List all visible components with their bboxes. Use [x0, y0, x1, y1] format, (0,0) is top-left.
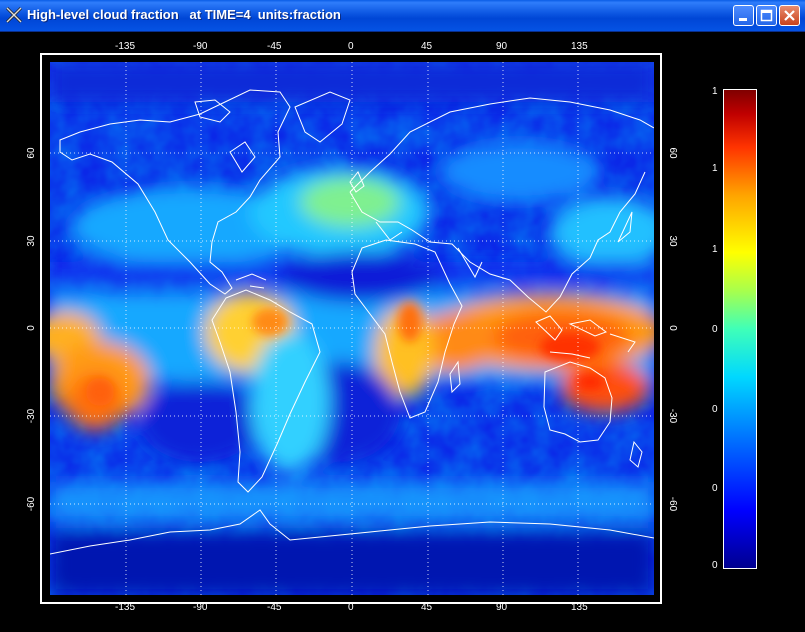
window-title: High-level cloud fraction at TIME=4 unit… [27, 7, 341, 22]
maximize-icon [760, 9, 773, 22]
grid-lines [50, 62, 654, 595]
colorbar-label: 0 [712, 404, 718, 415]
lat-tick-left: -30 [26, 408, 37, 424]
lat-tick-left: 60 [26, 147, 37, 159]
coastlines [50, 89, 654, 555]
cloud-fraction-map [50, 62, 654, 595]
minimize-icon [739, 18, 747, 21]
lon-tick-bottom: -135 [115, 602, 136, 613]
lon-tick-top: -135 [115, 41, 136, 52]
lat-tick-right: 0 [667, 325, 678, 331]
lon-tick-bottom: 0 [348, 602, 354, 613]
lon-tick-top: 90 [496, 41, 508, 52]
colorbar-label: 0 [712, 483, 718, 494]
lat-tick-left: 0 [26, 325, 37, 331]
colorbar-label: 1 [712, 244, 718, 255]
colorbar-label: 1 [712, 163, 718, 174]
lon-tick-top: -45 [267, 41, 282, 52]
lon-tick-top: 45 [421, 41, 433, 52]
lon-tick-top: 0 [348, 41, 354, 52]
close-icon [784, 10, 795, 21]
lon-tick-bottom: 45 [421, 602, 433, 613]
colorbar-label: 0 [712, 324, 718, 335]
colorbar-label: 1 [712, 86, 718, 97]
close-button[interactable] [779, 5, 800, 26]
lon-tick-bottom: 135 [571, 602, 588, 613]
colorbar [723, 89, 757, 569]
x-logo-icon [5, 6, 23, 24]
lat-tick-left: 30 [26, 235, 37, 247]
lat-tick-right: 60 [667, 147, 678, 159]
cloud-field [50, 62, 654, 595]
title-bar[interactable]: High-level cloud fraction at TIME=4 unit… [0, 0, 805, 32]
lon-tick-top: -90 [193, 41, 208, 52]
colorbar-label: 0 [712, 560, 718, 571]
lon-tick-bottom: 90 [496, 602, 508, 613]
lon-tick-bottom: -90 [193, 602, 208, 613]
lat-tick-right: -60 [667, 496, 678, 512]
lon-tick-top: 135 [571, 41, 588, 52]
lat-tick-right: 30 [667, 235, 678, 247]
lat-tick-right: -30 [667, 408, 678, 424]
lat-tick-left: -60 [26, 496, 37, 512]
maximize-button[interactable] [756, 5, 777, 26]
minimize-button[interactable] [733, 5, 754, 26]
lon-tick-bottom: -45 [267, 602, 282, 613]
